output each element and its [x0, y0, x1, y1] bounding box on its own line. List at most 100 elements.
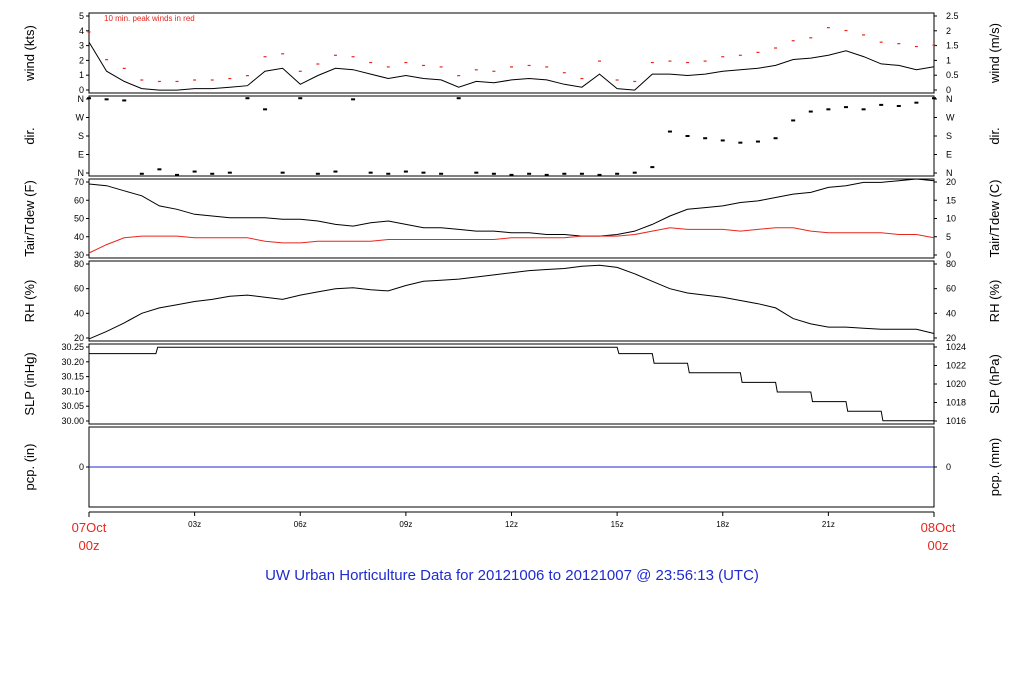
- dir-point: [421, 171, 426, 174]
- dir-point: [491, 172, 496, 175]
- end-date-label: 08Oct: [921, 520, 956, 535]
- dir-point: [175, 173, 180, 176]
- wind-peak-point: [774, 47, 778, 49]
- wind-ytick-left-label: 4: [79, 26, 84, 36]
- rh-ytick-left-label: 80: [74, 259, 84, 269]
- slp-ytick-right-label: 1024: [946, 342, 966, 352]
- wind-peak-point: [404, 61, 408, 64]
- dir-point: [104, 98, 109, 101]
- dir-point: [351, 98, 356, 101]
- dir-point: [579, 172, 584, 175]
- dir-point: [263, 108, 268, 111]
- wind-peak-point: [633, 80, 637, 83]
- rh-ytick-left-label: 20: [74, 333, 84, 343]
- dir-ytick-right-label: W: [946, 113, 955, 123]
- dir-point: [914, 101, 919, 104]
- slp-ylabel-left: SLP (inHg): [22, 352, 37, 415]
- dir-point: [544, 173, 549, 176]
- wind-peak-point: [756, 51, 760, 53]
- wind-peak-point: [298, 70, 302, 72]
- slp-line-slp: [89, 346, 934, 422]
- wind-peak-point: [738, 54, 742, 56]
- dir-ytick-left-label: N: [78, 168, 85, 178]
- wind-peak-point: [686, 61, 690, 64]
- wind-peak-point: [668, 60, 672, 62]
- dir-point: [456, 97, 461, 100]
- chart-title: UW Urban Horticulture Data for 20121006 …: [265, 567, 759, 584]
- wind-peak-point: [879, 41, 883, 43]
- slp-ytick-right-label: 1016: [946, 416, 966, 426]
- temp-ylabel-right: Tair/Tdew (C): [987, 179, 1002, 257]
- temp-ytick-left-label: 30: [74, 250, 84, 260]
- dir-point: [280, 171, 285, 174]
- wind-peak-point: [580, 77, 584, 80]
- slp-ytick-left-label: 30.15: [61, 372, 84, 382]
- dir-point: [685, 135, 690, 137]
- pcp-ylabel-right: pcp. (mm): [987, 438, 1002, 497]
- wind-peak-point: [615, 79, 619, 81]
- dir-point: [755, 140, 760, 143]
- dir-point: [773, 137, 778, 140]
- dir-ytick-left-label: S: [78, 131, 84, 141]
- dir-point: [703, 137, 708, 140]
- rh-ylabel-right: RH (%): [987, 280, 1002, 323]
- temp-ylabel-left: Tair/Tdew (F): [22, 180, 37, 257]
- dir-ylabel-right: dir.: [987, 127, 1002, 144]
- slp-ytick-left-label: 30.10: [61, 386, 84, 396]
- dir-point: [667, 130, 672, 133]
- wind-ytick-left-label: 0: [79, 85, 84, 95]
- dir-point: [210, 172, 215, 175]
- wind-peak-point: [932, 44, 936, 46]
- slp-ytick-right-label: 1022: [946, 361, 966, 371]
- wind-peak-point: [281, 53, 285, 55]
- dir-point: [843, 106, 848, 109]
- dir-point: [509, 173, 514, 176]
- dir-ytick-left-label: W: [76, 113, 85, 123]
- wind-peak-point: [474, 69, 478, 71]
- wind-peak-point: [105, 59, 109, 61]
- wind-peak-point: [527, 64, 531, 67]
- panel-wind: wind (kts) wind (m/s) 0 1 2 3 4 5 0 0.5 1 1.5 2 2.5 10…: [22, 11, 1002, 95]
- panel-rh: RH (%) RH (%) 20 40 60 80 20 40 60 80: [22, 259, 1002, 343]
- dir-ytick-right-label: N: [946, 168, 953, 178]
- rh-line-rh: [88, 264, 935, 340]
- dir-ylabel-left: dir.: [22, 127, 37, 144]
- dir-point: [157, 168, 162, 171]
- dir-ytick-left-label: E: [78, 150, 84, 160]
- rh-ytick-left-label: 40: [74, 308, 84, 318]
- wind-ytick-right-label: 2.5: [946, 11, 959, 21]
- wind-peak-point: [492, 70, 496, 72]
- slp-ytick-right-label: 1018: [946, 398, 966, 408]
- temp-ytick-left-label: 50: [74, 214, 84, 224]
- dir-point: [720, 139, 725, 142]
- dir-point: [861, 108, 866, 111]
- start-date-label: 07Oct: [72, 520, 107, 535]
- wind-peak-point: [386, 66, 390, 68]
- dir-point: [791, 119, 796, 122]
- wind-peak-point: [175, 80, 179, 83]
- temp-ytick-left-label: 60: [74, 195, 84, 205]
- dir-point: [615, 172, 620, 175]
- wind-ytick-left-label: 1: [79, 70, 84, 80]
- wind-peak-point: [510, 66, 513, 68]
- wind-peak-point: [545, 66, 549, 68]
- wind-ytick-left-label: 3: [79, 41, 84, 51]
- wind-annotation: 10 min. peak winds in red: [104, 14, 195, 23]
- wind-peak-point: [457, 75, 461, 77]
- dir-ytick-left-label: N: [78, 94, 85, 104]
- rh-ytick-right-label: 20: [946, 333, 956, 343]
- rh-ytick-right-label: 80: [946, 259, 956, 269]
- temp-line-tair: [88, 178, 935, 237]
- wind-peak-point: [862, 34, 866, 36]
- wind-peak-point: [598, 60, 602, 62]
- wind-peak-point: [791, 40, 795, 42]
- wind-peak-point: [245, 75, 249, 77]
- wind-peak-point: [439, 66, 443, 68]
- slp-ytick-left-label: 30.20: [61, 357, 84, 367]
- slp-frame: [88, 343, 935, 425]
- slp-ytick-left-label: 30.05: [61, 401, 84, 411]
- dir-point: [527, 172, 532, 175]
- wind-peak-point: [157, 80, 161, 83]
- dir-point: [439, 172, 444, 175]
- dir-ytick-right-label: S: [946, 131, 952, 141]
